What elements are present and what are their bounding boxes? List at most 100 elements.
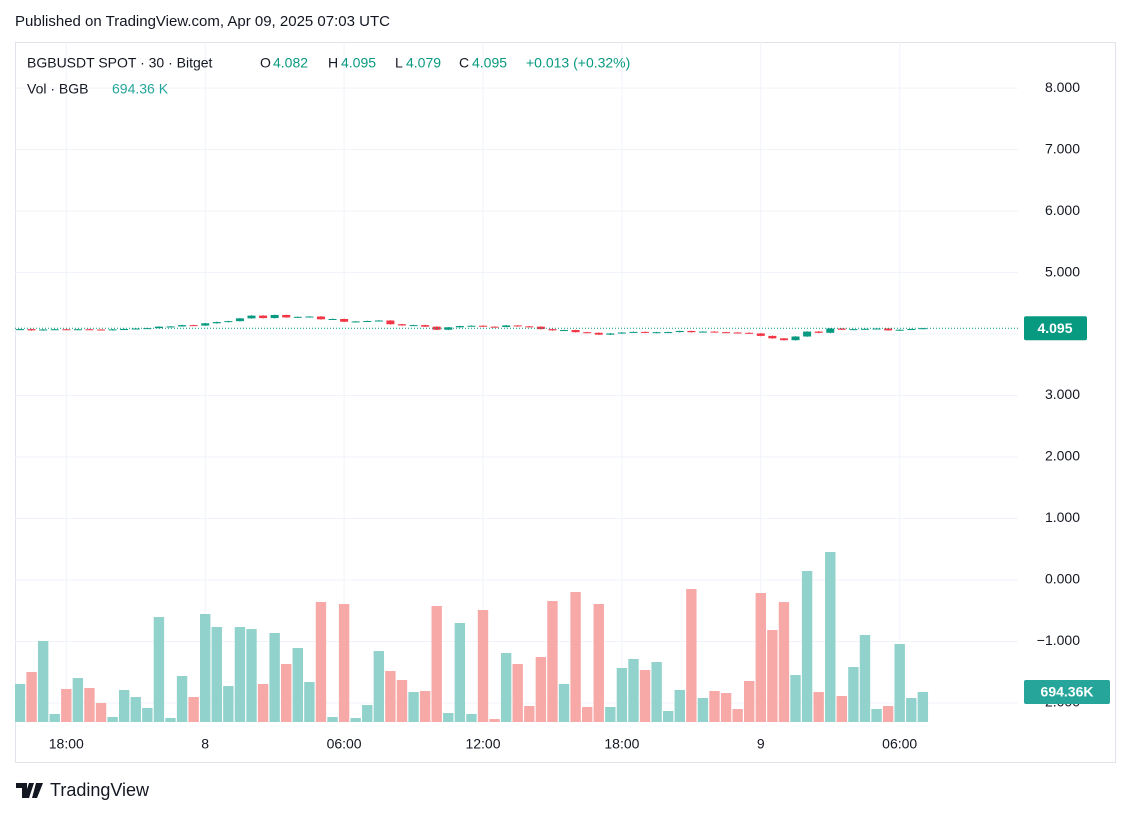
volume-bar xyxy=(581,707,593,722)
volume-bar xyxy=(373,651,385,722)
volume-bar xyxy=(257,683,269,722)
candle-body xyxy=(733,332,742,334)
candle-body xyxy=(270,314,279,319)
y-tick-label: −1.000 xyxy=(1037,632,1080,648)
volume-bar xyxy=(188,696,199,722)
change-label: +0.013 (+0.32%) xyxy=(526,55,630,71)
volume-bar xyxy=(744,681,755,722)
y-tick-label: 3.000 xyxy=(1045,386,1080,402)
volume-bar xyxy=(697,698,709,722)
volume-bar xyxy=(767,630,778,722)
candle-body xyxy=(687,330,696,333)
candle-body xyxy=(698,331,707,333)
volume-bar xyxy=(558,683,570,722)
volume-bar xyxy=(825,552,836,722)
candle-body xyxy=(814,331,823,333)
volume-bar xyxy=(37,640,49,722)
x-tick-label: 06:00 xyxy=(327,736,362,752)
candle-body xyxy=(617,332,626,334)
ohlc-value: 4.095 xyxy=(472,55,507,71)
volume-bar xyxy=(385,671,396,722)
candle-body xyxy=(189,325,198,327)
y-tick-label: 6.000 xyxy=(1045,202,1080,218)
candle-body xyxy=(39,329,48,331)
x-tick-label: 06:00 xyxy=(882,736,917,752)
volume-bar xyxy=(709,690,720,722)
volume-layer xyxy=(15,552,929,722)
volume-bar xyxy=(304,681,315,722)
candle-body xyxy=(791,336,800,341)
candle-body xyxy=(340,318,349,322)
volume-bar xyxy=(419,690,431,722)
volume-value: 694.36 K xyxy=(112,81,169,97)
candle-body xyxy=(409,325,418,327)
volume-bar xyxy=(338,604,350,722)
brand-logo xyxy=(16,783,43,798)
volume-bar xyxy=(882,706,894,722)
brand: TradingView xyxy=(16,780,150,800)
volume-bar xyxy=(315,602,327,722)
volume-bar xyxy=(848,667,859,722)
candle-body xyxy=(305,316,314,318)
volume-bar xyxy=(15,683,26,722)
candle-body xyxy=(502,325,511,327)
candle-body xyxy=(895,329,904,331)
volume-bar xyxy=(639,669,651,722)
candle-body xyxy=(629,331,638,333)
candle-body xyxy=(606,333,615,335)
candle-body xyxy=(710,331,719,333)
candle-body xyxy=(594,332,603,335)
volume-bar xyxy=(801,571,813,722)
ohlc-value: 4.079 xyxy=(406,55,441,71)
candle-body xyxy=(224,321,233,323)
candle-body xyxy=(745,332,754,334)
volume-bar xyxy=(454,623,466,722)
candle-body xyxy=(73,329,82,331)
volume-bar xyxy=(651,661,662,722)
candle-body xyxy=(178,325,187,327)
candle-body xyxy=(641,331,650,333)
candle-body xyxy=(583,332,592,334)
volume-bar xyxy=(524,706,535,722)
volume-bar xyxy=(535,657,547,722)
candle-layer xyxy=(15,314,1018,341)
volume-bar xyxy=(246,629,257,722)
volume-bar xyxy=(605,707,616,722)
volume-bar xyxy=(477,610,489,722)
volume-bar xyxy=(755,592,766,722)
volume-bar xyxy=(686,589,697,722)
volume-bar xyxy=(176,675,188,722)
volume-bar xyxy=(49,714,60,722)
candle-body xyxy=(722,332,731,334)
candle-body xyxy=(386,320,395,325)
volume-bar xyxy=(362,705,373,722)
candle-body xyxy=(768,335,777,339)
candle-body xyxy=(479,325,487,327)
volume-bar xyxy=(859,634,871,722)
candle-body xyxy=(918,328,927,330)
volume-tag xyxy=(1024,680,1110,705)
y-tick-label: 0.000 xyxy=(1045,571,1080,587)
volume-bar xyxy=(72,678,84,722)
candle-body xyxy=(154,326,163,329)
candle-body xyxy=(421,325,430,327)
volume-bar xyxy=(917,692,929,722)
candle-body xyxy=(97,329,106,331)
candle-body xyxy=(455,326,464,328)
volume-bar xyxy=(512,664,523,722)
ohlc-letter: L xyxy=(395,55,403,71)
volume-bar xyxy=(813,692,824,722)
chart-frame xyxy=(15,42,1116,763)
volume-bar xyxy=(396,680,408,722)
volume-bar xyxy=(211,626,222,722)
volume-bar xyxy=(628,659,639,722)
candle-body xyxy=(293,316,302,318)
volume-bar xyxy=(547,600,558,722)
x-tick-label: 18:00 xyxy=(49,736,84,752)
price-tag-label: 4.095 xyxy=(1037,320,1072,336)
candle-body xyxy=(860,328,869,330)
candle-body xyxy=(374,320,383,322)
volume-bar xyxy=(142,708,153,722)
